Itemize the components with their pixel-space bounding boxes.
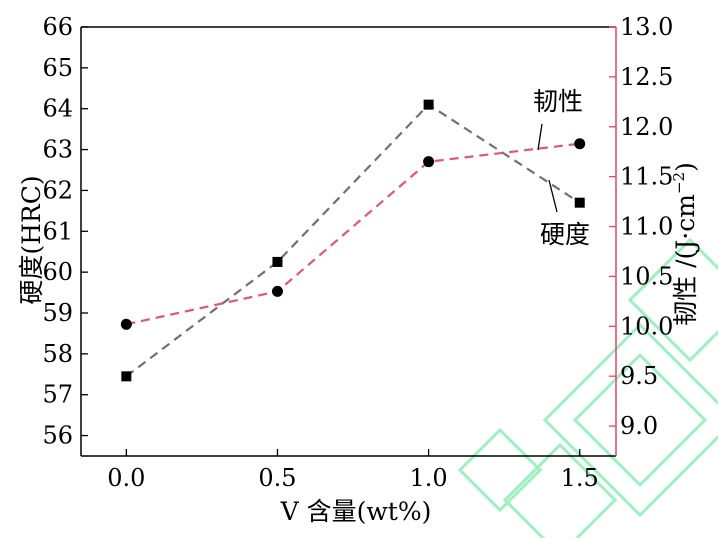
data-point-hardness: [272, 256, 283, 267]
right-tick-label: 13.0: [620, 13, 673, 41]
series-line-toughness: [126, 142, 580, 326]
watermark-diamond: [542, 322, 718, 518]
right-axis-title: 韧性 /(J·cm−2): [670, 162, 700, 326]
right-tick-label: 9.5: [620, 362, 658, 390]
left-tick-label: 61: [42, 217, 73, 245]
annotation-hardness-leader: [548, 179, 558, 213]
data-point-toughness: [574, 138, 586, 150]
left-tick-label: 60: [42, 258, 73, 286]
data-point-hardness: [574, 197, 585, 208]
watermark-diamond: [457, 427, 543, 513]
annotation-toughness: 韧性: [533, 87, 583, 151]
data-point-hardness: [121, 371, 132, 382]
watermark-diamond: [572, 352, 708, 488]
x-axis-ticks: 0.0 0.5 1.0 1.5: [107, 449, 599, 492]
data-point-toughness: [120, 318, 132, 330]
right-tick-label: 10.5: [620, 262, 673, 290]
annotation-hardness-label: 硬度: [540, 220, 590, 249]
x-tick-label: 0.0: [107, 464, 145, 492]
x-tick-label: 0.5: [258, 464, 296, 492]
right-tick-label: 12.5: [620, 63, 673, 91]
left-tick-label: 63: [42, 136, 73, 164]
x-tick-label: 1.0: [410, 464, 448, 492]
x-axis-title: V 含量(wt%): [280, 497, 432, 526]
left-tick-label: 57: [42, 381, 73, 409]
data-point-toughness: [271, 285, 283, 297]
right-tick-label: 11.5: [620, 163, 673, 191]
left-axis-title: 硬度(HRC): [17, 175, 46, 304]
right-tick-label: 11.0: [620, 213, 673, 241]
annotation-toughness-leader: [537, 123, 543, 151]
left-tick-label: 58: [42, 340, 73, 368]
left-tick-label: 65: [42, 54, 73, 82]
data-point-toughness: [423, 156, 435, 168]
right-tick-label: 12.0: [620, 113, 673, 141]
left-tick-label: 66: [42, 13, 73, 41]
left-axis-ticks: 56 57 58 59 60 61 62 63 64 65 66: [42, 13, 88, 450]
left-tick-label: 59: [42, 299, 73, 327]
right-axis-ticks: 9.0 9.5 10.0 10.5 11.0 11.5 12.0 12.5 13.0: [609, 13, 673, 440]
right-axis-title-sup: −2: [670, 172, 688, 194]
series-line-hardness: [125, 103, 581, 378]
x-tick-label: 1.5: [561, 464, 599, 492]
right-tick-label: 9.0: [620, 412, 658, 440]
right-tick-label: 10.0: [620, 312, 673, 340]
series-markers: [120, 99, 586, 382]
annotation-hardness: 硬度: [540, 179, 590, 249]
right-axis-title-close: ): [671, 162, 700, 172]
left-tick-label: 64: [42, 95, 73, 123]
series-lines: [125, 103, 581, 378]
watermark-diamond: [627, 237, 718, 363]
left-tick-label: 62: [42, 176, 73, 204]
watermark-diamond: [502, 442, 618, 538]
plot-frame: [80, 26, 617, 457]
data-point-hardness: [423, 99, 434, 110]
annotation-toughness-label: 韧性: [533, 87, 583, 116]
right-axis-title-text: 韧性 /(J·cm: [671, 194, 700, 326]
left-tick-label: 56: [42, 422, 73, 450]
